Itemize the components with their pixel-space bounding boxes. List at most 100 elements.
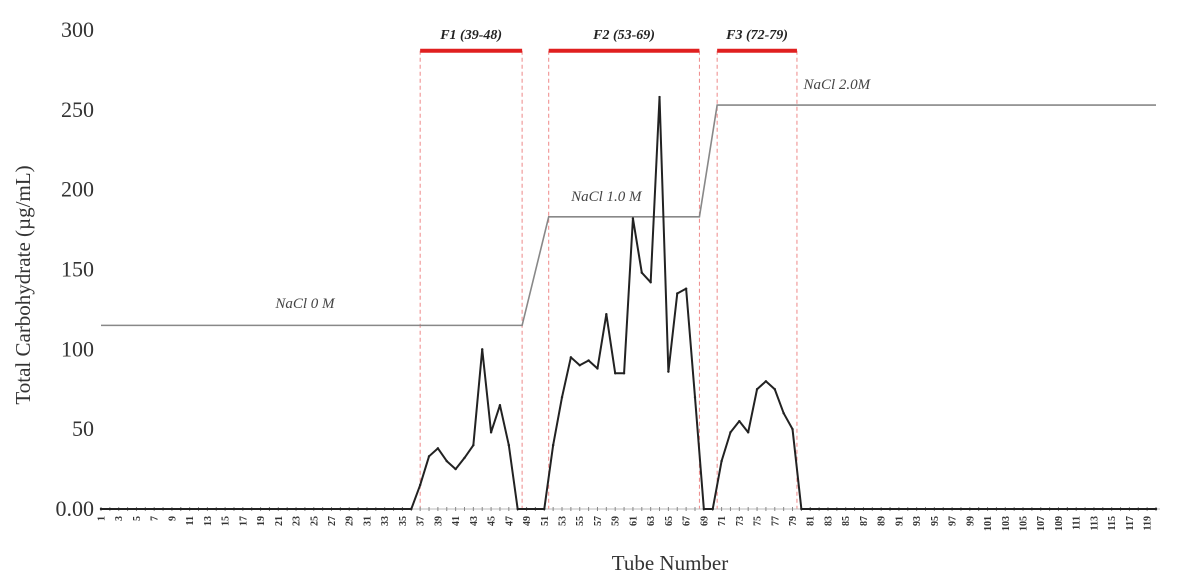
data-point <box>720 459 723 463</box>
x-tick-label: 7 <box>150 516 161 521</box>
x-tick-label: 93 <box>912 516 923 526</box>
x-tick-label: 109 <box>1054 516 1065 531</box>
data-point <box>418 483 422 487</box>
x-tick-label: 85 <box>841 516 852 526</box>
data-point <box>472 443 475 447</box>
data-point <box>649 281 652 284</box>
data-point <box>516 507 519 511</box>
data-point <box>569 356 573 359</box>
fraction-bands: F1 (39-48) F2 (53-69) F3 (72-79) <box>419 28 798 509</box>
data-point <box>755 388 759 391</box>
y-tick-label: 50 <box>72 416 94 441</box>
y-tick-label: 150 <box>61 257 94 282</box>
data-point <box>551 443 555 447</box>
x-tick-label: 47 <box>504 516 515 526</box>
x-tick-label: 53 <box>558 516 569 526</box>
x-tick-label: 17 <box>238 516 249 526</box>
x-tick-label: 25 <box>309 516 320 526</box>
x-tick-label: 117 <box>1125 516 1136 530</box>
data-point <box>179 507 182 511</box>
data-point <box>614 372 617 375</box>
x-axis-title: Tube Number <box>612 551 728 574</box>
data-point <box>356 507 360 511</box>
data-point <box>631 217 635 220</box>
y-tick-label: 200 <box>61 177 94 202</box>
data-point <box>587 359 590 362</box>
x-tick-label: 115 <box>1107 516 1118 530</box>
y-tick-label: 250 <box>61 97 94 122</box>
x-tick-label: 23 <box>292 516 303 526</box>
data-point <box>977 507 980 511</box>
data-point <box>667 370 670 373</box>
x-tick-label: 87 <box>859 516 870 526</box>
data-point <box>888 507 892 511</box>
x-tick-label: 95 <box>930 516 941 526</box>
data-point <box>693 396 697 399</box>
data-point <box>99 507 103 511</box>
x-tick-label: 119 <box>1143 516 1154 530</box>
x-tick-label: 99 <box>965 516 976 526</box>
data-point <box>534 507 537 511</box>
data-point <box>711 507 714 511</box>
data-point <box>268 507 271 511</box>
y-tick-label: 300 <box>61 17 94 42</box>
x-tick-label: 97 <box>948 516 959 526</box>
data-point <box>578 364 581 367</box>
x-tick-label: 89 <box>877 516 888 526</box>
x-tick-label: 29 <box>345 516 356 526</box>
data-point <box>525 507 528 511</box>
data-point <box>489 431 493 434</box>
x-tick-label: 31 <box>362 516 373 526</box>
x-tick-label: 37 <box>416 516 427 526</box>
x-tick-label: 27 <box>327 516 338 526</box>
data-point <box>658 95 661 99</box>
data-point <box>684 287 688 290</box>
x-tick-label: 67 <box>682 516 693 526</box>
y-ticks: 0.00 50 100 150 200 250 300 <box>56 17 95 521</box>
x-tick-label: 15 <box>221 516 232 526</box>
data-point <box>800 507 803 511</box>
data-point <box>676 292 679 295</box>
y-tick-label: 100 <box>61 336 94 361</box>
x-tick-label: 83 <box>823 516 834 526</box>
data-point <box>640 271 643 274</box>
data-point <box>507 443 511 447</box>
x-tick-label: 65 <box>664 516 675 526</box>
x-tick-label: 57 <box>593 516 604 526</box>
data-point <box>773 388 776 391</box>
data-point <box>427 455 431 458</box>
gradient-label: NaCl 0 M <box>274 296 336 312</box>
data-point <box>445 459 448 463</box>
data-point <box>702 507 706 511</box>
data-point <box>498 404 502 407</box>
x-tick-label: 39 <box>433 516 444 526</box>
gradient-line <box>101 104 1156 327</box>
x-tick-label: 71 <box>717 516 728 526</box>
x-tick-label: 21 <box>274 516 285 526</box>
data-point <box>560 396 564 399</box>
x-tick-label: 41 <box>451 516 462 526</box>
data-point <box>401 507 404 511</box>
data-point <box>1154 507 1158 511</box>
data-point <box>463 456 466 460</box>
x-tick-label: 9 <box>167 516 178 521</box>
x-tick-label: 35 <box>398 516 409 526</box>
x-tick-label: 73 <box>735 516 746 526</box>
gradient-label: NaCl 2.0M <box>802 77 871 93</box>
data-point <box>729 431 732 434</box>
data-point <box>782 412 785 415</box>
x-tick-label: 13 <box>203 516 214 526</box>
x-tick-label: 55 <box>575 516 586 526</box>
x-tick-label: 113 <box>1089 516 1100 530</box>
data-point <box>481 348 484 351</box>
x-tick-label: 51 <box>540 516 551 526</box>
data-point <box>809 507 812 511</box>
x-tick-label: 3 <box>114 516 125 521</box>
x-tick-label: 105 <box>1019 516 1030 531</box>
x-tick-label: 69 <box>699 516 710 526</box>
gradient-label: NaCl 1.0 M <box>570 189 643 205</box>
y-axis-title: Total Carbohydrate (µg/mL) <box>11 165 35 404</box>
data-point <box>410 507 413 511</box>
x-ticks: 1 3 5 7 9 11 13 15 17 19 21 23 25 27 29 31 33 35 37 39 41 43 4… <box>97 507 1157 531</box>
